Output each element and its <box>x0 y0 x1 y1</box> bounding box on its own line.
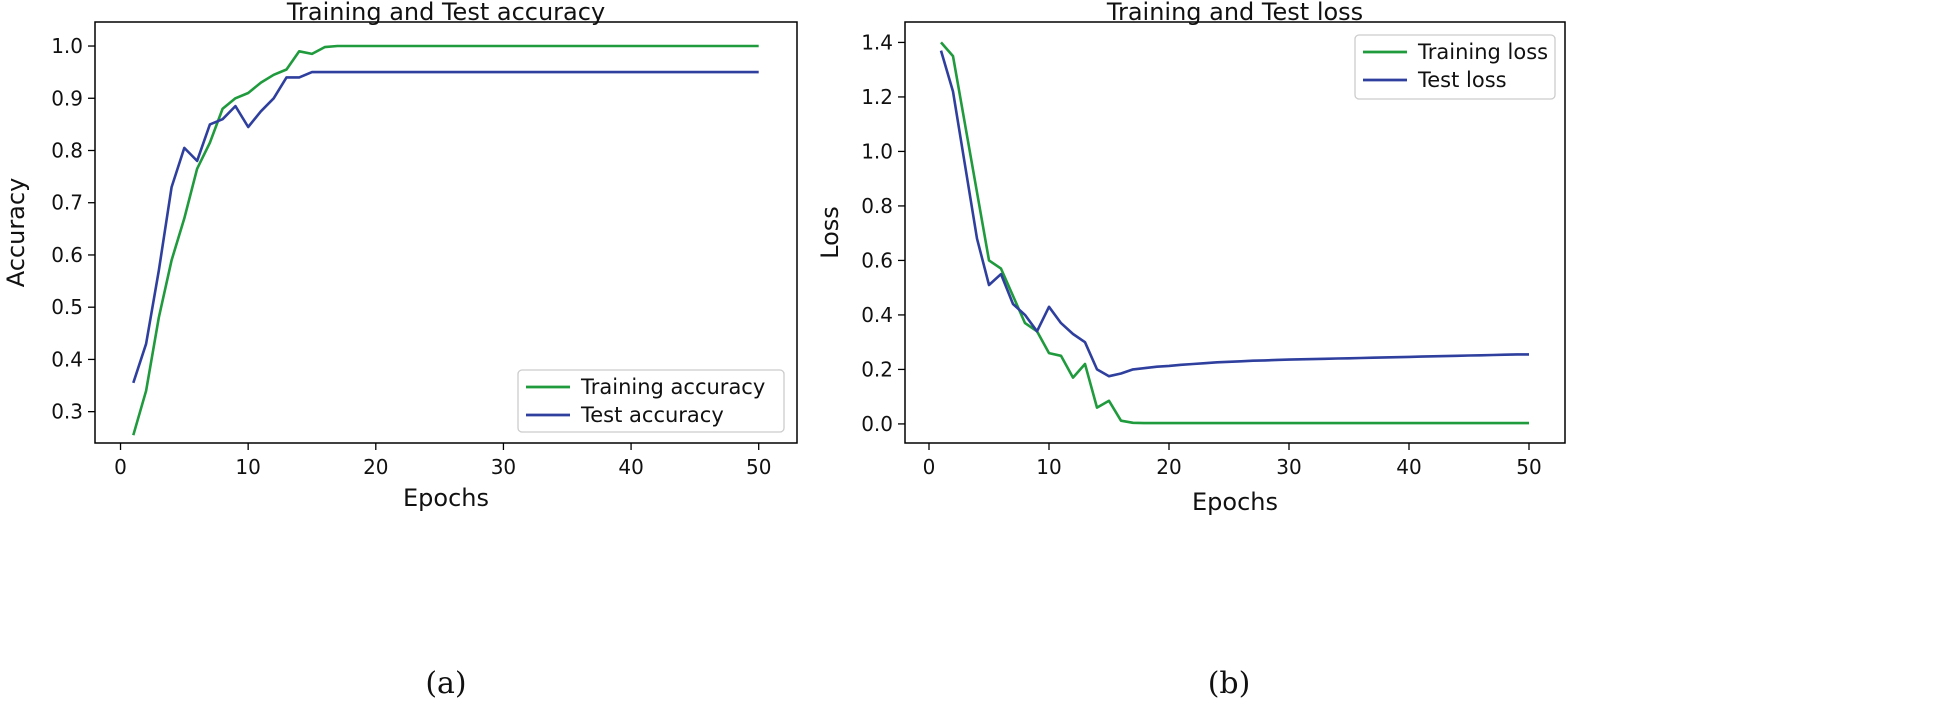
legend: Training accuracy Test accuracy <box>517 369 785 433</box>
x-tick-label: 50 <box>1516 455 1541 479</box>
x-tick-label: 10 <box>235 455 260 479</box>
legend-entry: Test accuracy <box>580 403 724 427</box>
x-tick-label: 0 <box>923 455 936 479</box>
x-tick-label: 20 <box>1156 455 1181 479</box>
series-line-training-accuracy <box>132 44 759 436</box>
y-tick-label: 0.5 <box>51 295 83 319</box>
panel-caption: (a) <box>425 666 466 701</box>
x-tick-label: 20 <box>363 455 388 479</box>
y-tick-label: 1.4 <box>861 30 893 54</box>
x-tick-label: 30 <box>491 455 516 479</box>
y-tick-label: 0.7 <box>51 191 83 215</box>
chart-title: Training and Test accuracy <box>286 0 605 26</box>
legend-box <box>517 369 785 433</box>
legend: Training loss Test loss <box>1354 34 1556 100</box>
y-tick-label: 1.0 <box>861 139 893 163</box>
y-tick-label: 0.4 <box>51 347 83 371</box>
y-tick-label: 0.8 <box>51 138 83 162</box>
panel-caption: (b) <box>1208 666 1251 701</box>
accuracy-chart: Training and Test accuracy 0 10 20 30 40 50 0.3… <box>2 0 798 701</box>
x-tick-label: 50 <box>746 455 771 479</box>
chart-title: Training and Test loss <box>1106 0 1363 26</box>
x-tick-label: 40 <box>618 455 643 479</box>
y-tick-label: 1.0 <box>51 34 83 58</box>
x-tick-label: 0 <box>114 455 127 479</box>
series-line-training-loss <box>940 41 1529 425</box>
legend-entry: Training accuracy <box>580 375 765 399</box>
y-tick-label: 0.6 <box>861 248 893 272</box>
y-tick-label: 0.6 <box>51 243 83 267</box>
y-tick-label: 0.0 <box>861 412 893 436</box>
legend-entry: Training loss <box>1417 40 1548 64</box>
y-tick-label: 0.3 <box>51 400 83 424</box>
plot-frame <box>904 21 1566 444</box>
y-tick-label: 0.2 <box>861 357 893 381</box>
x-tick-label: 10 <box>1036 455 1061 479</box>
y-axis-label: Accuracy <box>2 178 30 288</box>
loss-chart: Training and Test loss 0 10 20 30 40 50 0.0 0.2 0… <box>816 0 1566 701</box>
x-axis-label: Epochs <box>403 484 489 512</box>
x-axis-label: Epochs <box>1192 488 1278 516</box>
y-tick-label: 0.4 <box>861 303 893 327</box>
x-tick-label: 30 <box>1276 455 1301 479</box>
y-tick-label: 0.9 <box>51 86 83 110</box>
plot-frame <box>94 21 798 444</box>
series-line-test-accuracy <box>132 70 759 384</box>
legend-entry: Test loss <box>1417 68 1507 92</box>
y-tick-label: 0.8 <box>861 194 893 218</box>
x-tick-label: 40 <box>1396 455 1421 479</box>
y-tick-label: 1.2 <box>861 85 893 109</box>
series-line-test-loss <box>939 50 1529 378</box>
y-axis-label: Loss <box>816 206 844 259</box>
